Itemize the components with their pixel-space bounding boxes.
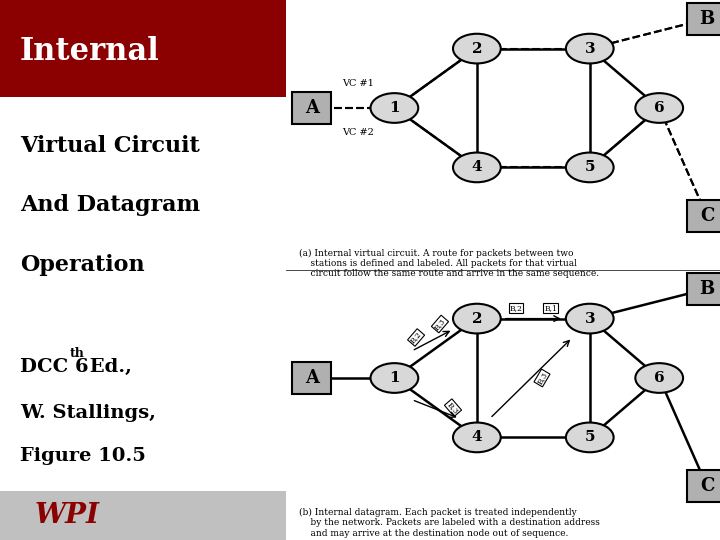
Circle shape (566, 303, 613, 333)
Text: Virtual Circuit: Virtual Circuit (20, 135, 199, 157)
FancyBboxPatch shape (688, 3, 720, 35)
Text: WPI: WPI (35, 502, 99, 529)
FancyBboxPatch shape (688, 273, 720, 305)
Text: th: th (70, 347, 85, 360)
Text: Ed.,: Ed., (83, 358, 132, 376)
Text: (a) Internal virtual circuit. A route for packets between two
    stations is de: (a) Internal virtual circuit. A route fo… (299, 248, 599, 278)
Text: 5: 5 (585, 160, 595, 174)
Text: B,2: B,2 (409, 330, 423, 345)
FancyBboxPatch shape (688, 200, 720, 232)
Text: 3: 3 (585, 42, 595, 56)
Text: 1: 1 (389, 371, 400, 385)
Text: A: A (305, 99, 319, 117)
Circle shape (453, 33, 500, 64)
Circle shape (566, 152, 613, 183)
Text: DCC 6: DCC 6 (20, 358, 89, 376)
Text: B,1: B,1 (544, 304, 557, 312)
Circle shape (371, 363, 418, 393)
Text: 5: 5 (585, 430, 595, 444)
FancyBboxPatch shape (292, 92, 331, 124)
Text: W. Stallings,: W. Stallings, (20, 404, 156, 422)
Text: 2: 2 (472, 42, 482, 56)
Text: Figure 10.5: Figure 10.5 (20, 447, 146, 465)
Circle shape (453, 303, 500, 333)
Text: 4: 4 (472, 160, 482, 174)
Circle shape (566, 422, 613, 453)
Text: Internal: Internal (20, 36, 160, 67)
Circle shape (566, 33, 613, 64)
Text: 6: 6 (654, 101, 665, 115)
Text: B,3: B,3 (535, 370, 549, 386)
Text: 3: 3 (585, 312, 595, 326)
Text: VC #2: VC #2 (342, 128, 374, 137)
Text: 4: 4 (472, 430, 482, 444)
Circle shape (453, 422, 500, 453)
Text: B: B (699, 280, 715, 298)
Text: B: B (699, 10, 715, 28)
Text: 1: 1 (389, 101, 400, 115)
Text: A: A (305, 369, 319, 387)
Circle shape (453, 152, 500, 183)
Text: B,3: B,3 (433, 316, 447, 332)
FancyBboxPatch shape (292, 362, 331, 394)
Text: Operation: Operation (20, 254, 145, 275)
Text: C: C (700, 477, 714, 495)
Text: C: C (700, 207, 714, 225)
Circle shape (371, 93, 418, 123)
Text: VC #1: VC #1 (342, 79, 374, 89)
FancyBboxPatch shape (0, 491, 286, 540)
Text: And Datagram: And Datagram (20, 194, 200, 216)
Text: B,2: B,2 (510, 304, 523, 312)
Circle shape (635, 93, 683, 123)
FancyBboxPatch shape (0, 0, 286, 97)
Text: B,3: B,3 (446, 400, 460, 415)
Text: 6: 6 (654, 371, 665, 385)
Text: 2: 2 (472, 312, 482, 326)
Circle shape (635, 363, 683, 393)
FancyBboxPatch shape (688, 470, 720, 502)
Text: (b) Internal datagram. Each packet is treated independently
    by the network. : (b) Internal datagram. Each packet is tr… (299, 508, 600, 537)
